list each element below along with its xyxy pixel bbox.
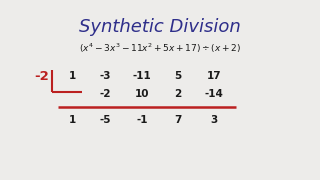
Text: 3: 3 xyxy=(210,115,218,125)
Text: -2: -2 xyxy=(99,89,111,99)
Text: 10: 10 xyxy=(135,89,149,99)
Text: 5: 5 xyxy=(174,71,182,81)
Text: $(x^4 - 3x^3 - 11x^2 + 5x + 17) \div (x + 2)$: $(x^4 - 3x^3 - 11x^2 + 5x + 17) \div (x … xyxy=(79,42,241,55)
Text: Synthetic Division: Synthetic Division xyxy=(79,18,241,36)
Text: 2: 2 xyxy=(174,89,182,99)
Text: -14: -14 xyxy=(204,89,223,99)
Text: -11: -11 xyxy=(132,71,151,81)
Text: -2: -2 xyxy=(35,69,49,82)
Text: 1: 1 xyxy=(68,115,76,125)
Text: -1: -1 xyxy=(136,115,148,125)
Text: -5: -5 xyxy=(99,115,111,125)
Text: 1: 1 xyxy=(68,71,76,81)
Text: 7: 7 xyxy=(174,115,182,125)
Text: 17: 17 xyxy=(207,71,221,81)
Text: -3: -3 xyxy=(99,71,111,81)
